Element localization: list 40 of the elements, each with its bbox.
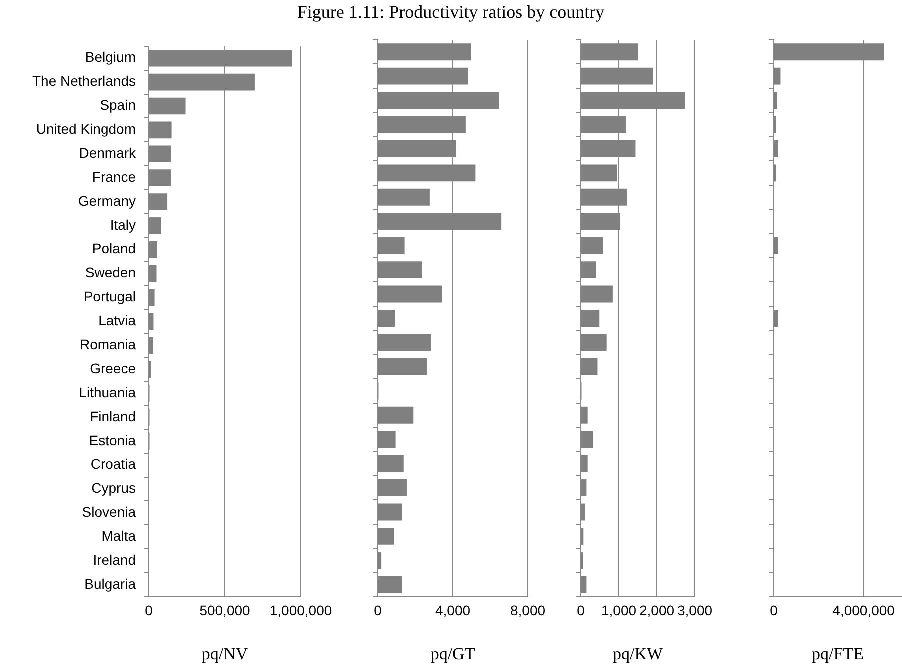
y-tick-label: Poland: [92, 240, 136, 257]
x-tick-label: 3,000: [677, 602, 713, 618]
y-tick-label: The Netherlands: [32, 73, 136, 90]
y-tick-label: Ireland: [93, 552, 136, 568]
y-tick-label: Italy: [110, 216, 136, 233]
y-tick-label: Lithuania: [79, 384, 136, 400]
x-tick-label: 1,000,000: [270, 602, 332, 618]
y-tick-label: Bulgaria: [84, 576, 136, 592]
x-tick-label: 0: [374, 602, 382, 618]
x-axis-title: pq/NV: [202, 644, 249, 664]
y-tick-label: Sweden: [85, 264, 136, 281]
x-axis-title: pq/FTE: [812, 644, 864, 664]
y-tick-label: Slovenia: [82, 504, 136, 520]
y-tick-label: Estonia: [89, 432, 136, 448]
x-tick-label: 4,000,000: [832, 602, 896, 618]
y-tick-label: Germany: [78, 192, 136, 209]
y-tick-label: United Kingdom: [36, 121, 136, 138]
y-tick-label: Belgium: [85, 49, 136, 66]
chart-title: Figure 1.11: Productivity ratios by country: [296, 2, 606, 23]
y-tick-label: Greece: [90, 360, 136, 376]
y-tick-label: France: [92, 168, 136, 185]
y-tick-label: Cyprus: [92, 480, 136, 496]
x-tick-label: 0: [577, 602, 586, 618]
y-tick-label: Latvia: [98, 312, 136, 329]
y-tick-label: Portugal: [84, 288, 136, 305]
y-tick-label: Romania: [80, 336, 136, 352]
x-tick-label: 1,000: [601, 602, 637, 618]
x-tick-label: 4,000: [435, 602, 471, 618]
x-tick-label: 0: [145, 602, 154, 618]
x-tick-label: 2,000: [639, 602, 675, 618]
x-tick-label: 8,000: [510, 602, 546, 618]
x-axis-title: pq/KW: [612, 644, 664, 664]
y-tick-label: Finland: [90, 408, 136, 424]
y-tick-label: Spain: [100, 97, 136, 114]
y-tick-label: Malta: [102, 528, 136, 544]
x-tick-label: 500,000: [200, 602, 251, 618]
x-axis-title: pq/GT: [430, 644, 476, 664]
y-tick-label: Croatia: [90, 456, 136, 472]
x-tick-label: 0: [770, 602, 778, 618]
y-tick-label: Denmark: [79, 144, 137, 161]
